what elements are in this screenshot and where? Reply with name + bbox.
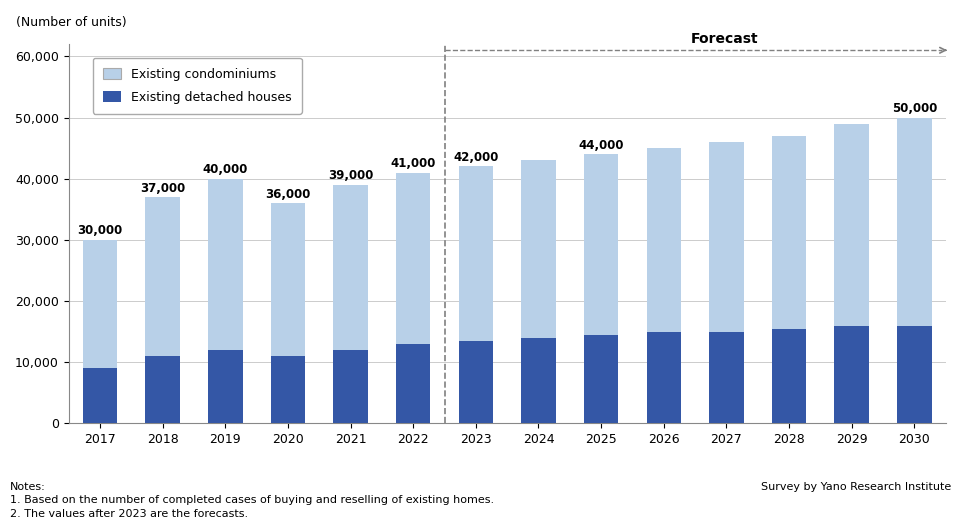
Bar [271,356,306,423]
Text: 41,000: 41,000 [390,157,436,170]
Text: 40,000: 40,000 [203,163,248,176]
Bar [145,197,180,356]
Text: 30,000: 30,000 [78,224,123,237]
Bar [897,325,931,423]
Bar [145,356,180,423]
Bar [647,148,681,332]
Text: 50,000: 50,000 [892,102,937,115]
Text: Forecast: Forecast [691,32,758,46]
Text: 1. Based on the number of completed cases of buying and reselling of existing ho: 1. Based on the number of completed case… [10,495,494,505]
Bar [772,136,806,329]
Text: 42,000: 42,000 [454,151,499,164]
Bar [772,329,806,423]
Text: Notes:: Notes: [10,482,45,492]
Bar [458,341,493,423]
Text: (Number of units): (Number of units) [16,16,127,29]
Bar [271,203,306,356]
Bar [521,160,555,338]
Bar [83,240,117,368]
Bar [709,142,744,332]
Bar [396,172,431,344]
Bar [209,350,242,423]
Bar [521,338,555,423]
Bar [584,154,618,335]
Text: 2. The values after 2023 are the forecasts.: 2. The values after 2023 are the forecas… [10,509,248,519]
Text: 37,000: 37,000 [140,182,185,194]
Bar [647,332,681,423]
Text: Survey by Yano Research Institute: Survey by Yano Research Institute [761,482,951,492]
Text: 39,000: 39,000 [328,169,373,182]
Legend: Existing condominiums, Existing detached houses: Existing condominiums, Existing detached… [92,58,302,114]
Bar [897,117,931,325]
Bar [709,332,744,423]
Bar [209,179,242,350]
Bar [584,335,618,423]
Bar [333,185,368,350]
Bar [396,344,431,423]
Bar [458,167,493,341]
Bar [333,350,368,423]
Text: 44,000: 44,000 [579,139,624,152]
Text: 36,000: 36,000 [265,188,310,201]
Bar [834,325,869,423]
Bar [83,368,117,423]
Bar [834,124,869,325]
